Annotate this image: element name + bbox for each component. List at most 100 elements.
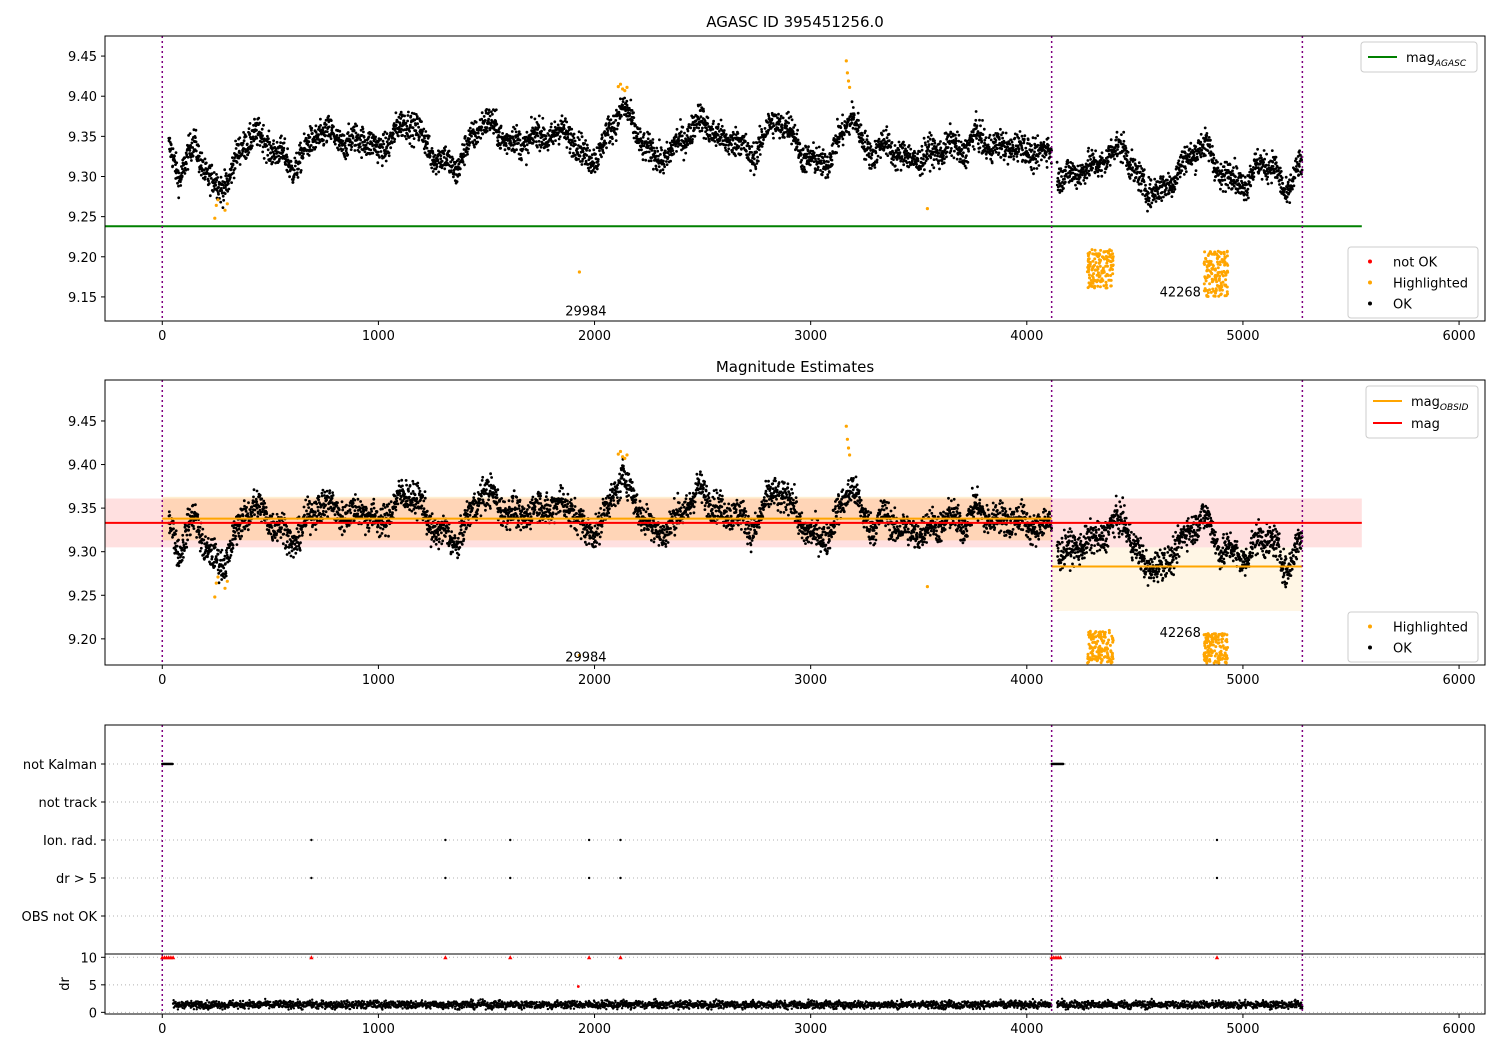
ok-point	[1178, 175, 1182, 179]
ok-point	[171, 164, 175, 168]
ok-point	[585, 143, 589, 147]
ok-point	[772, 136, 775, 140]
ok-point	[903, 143, 906, 147]
highlighted-point	[1216, 266, 1220, 270]
ok-point	[414, 113, 418, 116]
ok-point	[1018, 130, 1022, 133]
ok-point	[1288, 178, 1291, 182]
ok-point	[722, 129, 726, 132]
ok-point	[1075, 187, 1079, 191]
y-tick-label: 9.30	[68, 170, 97, 185]
ok-point	[557, 131, 560, 135]
ok-point	[986, 143, 990, 147]
ok-point	[253, 117, 256, 121]
ok-point	[277, 154, 280, 158]
ok-point	[242, 131, 246, 134]
ok-point	[746, 141, 750, 145]
ok-point	[890, 141, 894, 144]
ok-point	[1248, 164, 1252, 168]
highlighted-point	[1105, 286, 1108, 290]
ok-point	[480, 125, 484, 129]
ok-point	[1116, 145, 1120, 149]
ok-point	[408, 142, 412, 146]
ok-point	[384, 149, 387, 153]
ok-point	[677, 139, 681, 143]
highlighted-point	[1203, 275, 1207, 279]
ok-point	[504, 142, 508, 145]
ok-point	[757, 148, 761, 152]
ok-point	[897, 140, 901, 144]
highlighted-point	[1220, 288, 1224, 292]
ok-point	[269, 151, 273, 155]
ok-point	[295, 171, 299, 175]
ok-point	[267, 137, 270, 141]
ok-point	[186, 155, 190, 159]
ok-point	[1280, 176, 1284, 180]
ok-point	[873, 166, 877, 169]
ok-point	[369, 131, 373, 135]
ok-point	[181, 167, 184, 171]
ok-point	[241, 141, 245, 145]
ok-point	[177, 184, 180, 188]
ok-point	[1086, 149, 1090, 153]
ok-point	[519, 153, 522, 157]
ok-point	[183, 172, 187, 175]
ok-point	[485, 129, 489, 133]
ok-point	[1189, 141, 1193, 145]
ok-point	[515, 148, 518, 152]
ok-point	[302, 132, 306, 136]
ok-point	[353, 149, 357, 152]
ok-point	[203, 175, 207, 179]
ok-point	[820, 162, 824, 165]
ok-point	[580, 135, 584, 139]
ok-point	[567, 132, 570, 136]
ok-point	[1130, 148, 1134, 152]
ok-point	[762, 138, 765, 142]
ok-point	[600, 133, 604, 137]
ok-point	[345, 147, 348, 151]
ok-point	[930, 142, 934, 146]
ok-point	[238, 136, 242, 140]
ok-point	[1226, 183, 1229, 187]
ok-point	[644, 158, 648, 162]
ok-point	[437, 170, 441, 174]
highlighted-point	[1098, 264, 1102, 268]
ok-point	[700, 129, 704, 133]
ok-point	[981, 119, 984, 122]
ok-point	[292, 168, 296, 172]
highlighted-point	[1206, 274, 1210, 277]
ok-point	[517, 141, 520, 145]
ok-point	[286, 147, 289, 151]
ok-point	[324, 123, 328, 126]
ok-point	[1283, 188, 1287, 191]
ok-point	[1025, 159, 1028, 163]
ok-point	[224, 174, 228, 178]
ok-point	[525, 130, 529, 134]
ok-point	[785, 124, 789, 128]
ok-point	[537, 125, 541, 129]
ok-point	[359, 145, 362, 149]
ok-point	[285, 155, 289, 159]
ok-point	[208, 194, 212, 198]
highlighted-point	[1108, 268, 1112, 272]
ok-point	[647, 150, 651, 154]
ok-point	[608, 140, 612, 143]
ok-point	[487, 111, 491, 114]
ok-point	[185, 162, 188, 166]
ok-point	[645, 150, 649, 154]
highlighted-point	[1225, 249, 1229, 253]
ok-point	[1006, 162, 1010, 166]
ok-point	[468, 126, 472, 130]
ok-point	[518, 138, 522, 142]
ok-point	[1167, 171, 1170, 175]
ok-point	[808, 163, 812, 167]
ok-point	[795, 132, 799, 136]
ok-point	[547, 143, 551, 147]
ok-point	[181, 533, 185, 537]
ok-point	[233, 156, 237, 160]
ok-point	[749, 169, 752, 173]
ok-point	[605, 146, 608, 150]
ok-point	[439, 157, 443, 161]
ok-point	[719, 118, 723, 122]
ok-point	[937, 151, 941, 155]
